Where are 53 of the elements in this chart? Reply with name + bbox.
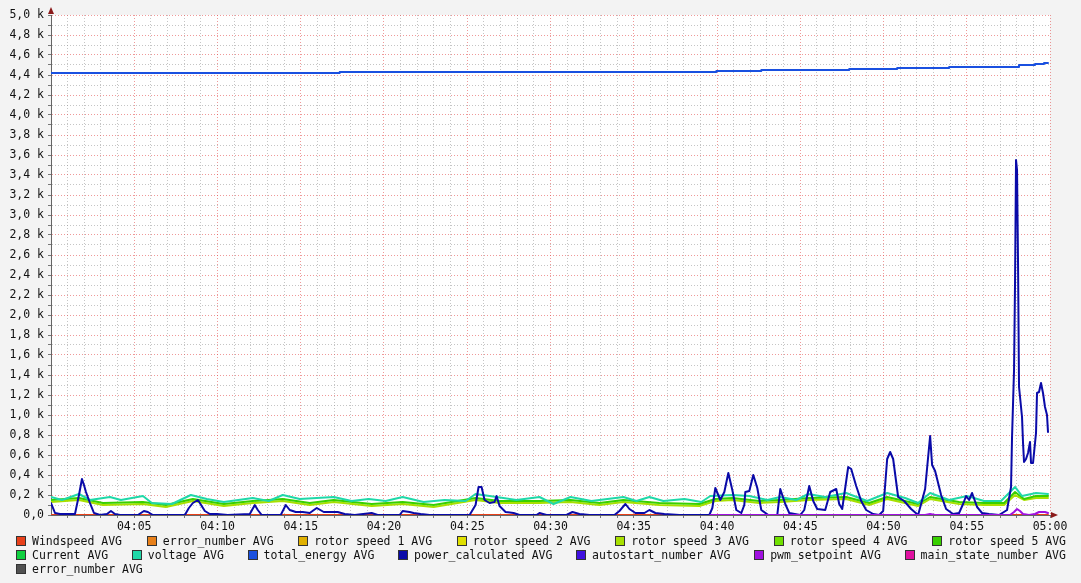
y-tick-label: 0,2 k <box>9 486 45 501</box>
x-tick-label: 04:10 <box>200 518 235 533</box>
legend-label: total_energy AVG <box>263 548 375 562</box>
legend-label: rotor speed 1 AVG <box>314 534 433 548</box>
legend-label: power_calculated AVG <box>413 548 553 562</box>
y-tick-label: 1,8 k <box>9 326 45 341</box>
x-tick-label: 04:40 <box>699 518 735 533</box>
x-tick-label: 04:55 <box>949 518 985 533</box>
y-tick-label: 4,0 k <box>9 106 45 121</box>
y-tick-label: 3,4 k <box>9 166 45 181</box>
y-tick-label: 0,4 k <box>9 466 45 481</box>
y-tick-label: 3,0 k <box>9 206 45 221</box>
x-tick-label: 04:15 <box>283 518 319 533</box>
y-tick-label: 4,4 k <box>9 66 45 81</box>
y-tick-label: 1,2 k <box>9 386 45 401</box>
legend-label: Current AVG <box>32 548 109 562</box>
legend-label: error_number AVG <box>162 534 274 548</box>
y-tick-label: 1,4 k <box>9 366 45 381</box>
legend-label: voltage AVG <box>147 548 224 562</box>
x-tick-label: 04:25 <box>449 518 485 533</box>
legend-label: error_number AVG <box>32 562 143 576</box>
y-tick-label: 2,8 k <box>9 226 45 241</box>
y-tick-label: 2,6 k <box>9 246 45 261</box>
legend-label: rotor speed 3 AVG <box>631 534 750 548</box>
x-tick-label: 04:50 <box>866 518 901 533</box>
legend-label: rotor speed 4 AVG <box>789 534 908 548</box>
y-tick-label: 4,8 k <box>9 26 45 41</box>
y-tick-label: 4,6 k <box>9 46 45 61</box>
y-tick-label: 2,4 k <box>9 266 45 281</box>
y-tick-label: 4,2 k <box>9 86 45 101</box>
y-tick-label: 0,6 k <box>9 446 45 461</box>
y-tick-label: 1,6 k <box>9 346 45 361</box>
y-tick-label: 0,8 k <box>9 426 45 441</box>
x-tick-label: 04:05 <box>116 518 152 533</box>
legend-label: pwm_setpoint AVG <box>770 548 881 562</box>
y-tick-label: 5,0 k <box>9 6 45 21</box>
x-tick-label: 04:45 <box>782 518 818 533</box>
y-tick-label: 3,6 k <box>9 146 45 161</box>
legend-label: Windspeed AVG <box>32 534 123 548</box>
y-tick-label: 1,0 k <box>9 406 45 421</box>
legend-label: rotor speed 5 AVG <box>948 534 1066 548</box>
y-tick-label: 2,0 k <box>9 306 45 321</box>
y-tick-label: 3,2 k <box>9 186 45 201</box>
y-tick-label: 2,2 k <box>9 286 45 301</box>
x-tick-label: 04:30 <box>533 518 568 533</box>
x-tick-label: 04:20 <box>366 518 402 533</box>
y-tick-label: 0,0 <box>23 506 45 521</box>
y-tick-label: 3,8 k <box>9 126 45 141</box>
legend-label: rotor speed 2 AVG <box>472 534 591 548</box>
legend-label: main_state_number AVG <box>920 548 1066 562</box>
legend-label: autostart_number AVG <box>592 548 731 562</box>
x-tick-label: 05:00 <box>1032 518 1068 533</box>
x-tick-label: 04:35 <box>616 518 652 533</box>
